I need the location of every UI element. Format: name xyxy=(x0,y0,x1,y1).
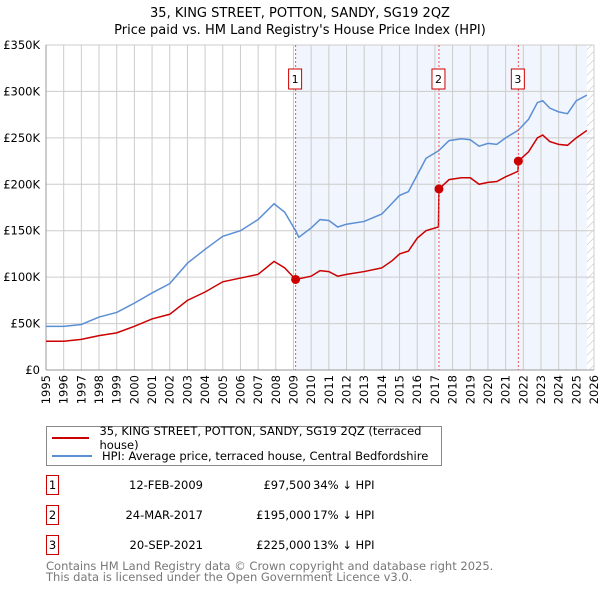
x-tick-label: 2010 xyxy=(304,375,318,404)
y-tick-label: £200K xyxy=(3,177,40,191)
sale-hpi-diff: 17% ↓ HPI xyxy=(313,508,375,522)
x-tick-label: 2015 xyxy=(393,375,407,404)
x-tick-label: 2006 xyxy=(233,375,247,404)
x-tick-label: 2017 xyxy=(428,375,442,404)
sale-price: £195,000 xyxy=(256,508,311,522)
sale-point xyxy=(434,184,444,194)
legend-item-hpi: HPI: Average price, terraced house, Cent… xyxy=(52,448,428,464)
x-tick-label: 2018 xyxy=(446,375,460,404)
legend-label: HPI: Average price, terraced house, Cent… xyxy=(102,449,429,463)
x-tick-label: 1995 xyxy=(39,375,53,404)
x-tick-label: 2024 xyxy=(552,375,566,404)
price-chart: £0 £50K £100K £150K £200K £250K £300K £350K 1995… xyxy=(3,38,600,404)
sale-row: 2 24-MAR-2017 £195,000 17% ↓ HPI xyxy=(46,505,446,527)
x-tick-label: 2005 xyxy=(216,375,230,404)
sale-point xyxy=(291,274,301,284)
sale-label: 1 xyxy=(292,73,299,86)
y-tick-label: £150K xyxy=(3,224,40,238)
sale-row: 1 12-FEB-2009 £97,500 34% ↓ HPI xyxy=(46,475,446,497)
sale-label-box xyxy=(510,68,525,90)
y-tick-label: £300K xyxy=(3,84,40,98)
sale-hpi-diff: 13% ↓ HPI xyxy=(313,538,375,552)
x-tick-label: 2001 xyxy=(145,375,159,404)
y-tick-label: £350K xyxy=(3,38,40,52)
sale-row: 3 20-SEP-2021 £225,000 13% ↓ HPI xyxy=(46,535,446,557)
x-tick-label: 1999 xyxy=(110,375,124,404)
x-tick-label: 2004 xyxy=(198,375,212,404)
x-tick-label: 2022 xyxy=(516,375,530,404)
x-tick-label: 2009 xyxy=(286,375,300,404)
x-tick-label: 2025 xyxy=(569,375,583,404)
x-tick-label: 2019 xyxy=(463,375,477,404)
x-tick-label: 2026 xyxy=(587,375,600,404)
x-tick-label: 2002 xyxy=(163,375,177,404)
price-paid-line xyxy=(46,129,588,342)
x-tick-label: 2021 xyxy=(499,375,513,404)
sale-date: 12-FEB-2009 xyxy=(129,478,203,492)
legend-swatch-blue xyxy=(52,455,92,457)
sale-label: 2 xyxy=(435,73,442,86)
sale-marker-box: 1 xyxy=(46,475,59,495)
chart-subtitle: Price paid vs. HM Land Registry's House … xyxy=(114,23,486,38)
y-tick-label: £250K xyxy=(3,131,40,145)
x-tick-label: 2011 xyxy=(322,375,336,404)
sale-date: 24-MAR-2017 xyxy=(125,508,203,522)
legend-label: 35, KING STREET, POTTON, SANDY, SG19 2QZ… xyxy=(99,424,422,452)
hpi-line xyxy=(46,94,588,328)
x-tick-label: 2023 xyxy=(534,375,548,404)
x-tick-label: 2000 xyxy=(127,375,141,404)
legend-item-property: 35, KING STREET, POTTON, SANDY, SG19 2QZ… xyxy=(52,424,441,452)
sale-price: £97,500 xyxy=(263,478,311,492)
x-tick-label: 2013 xyxy=(357,375,371,404)
sale-label: 3 xyxy=(514,73,521,86)
x-tick-label: 1996 xyxy=(57,375,71,404)
x-tick-label: 2014 xyxy=(375,375,389,404)
x-tick-label: 2012 xyxy=(340,375,354,404)
sale-price: £225,000 xyxy=(256,538,311,552)
y-tick-label: £50K xyxy=(11,317,41,331)
sale-hpi-diff: 34% ↓ HPI xyxy=(313,478,375,492)
x-tick-label: 2016 xyxy=(410,375,424,404)
sale-label-box xyxy=(431,68,446,90)
legend: 35, KING STREET, POTTON, SANDY, SG19 2QZ… xyxy=(46,424,442,466)
sale-point xyxy=(513,156,523,166)
x-tick-label: 2020 xyxy=(481,375,495,404)
footer-copyright: Contains HM Land Registry data © Crown c… xyxy=(46,559,494,573)
x-tick-label: 1997 xyxy=(74,375,88,404)
footer-licence: This data is licensed under the Open Gov… xyxy=(46,570,413,584)
y-tick-label: £0 xyxy=(25,363,40,377)
sale-marker-box: 3 xyxy=(46,535,59,555)
sale-date: 20-SEP-2021 xyxy=(129,538,203,552)
x-tick-label: 2008 xyxy=(269,375,283,404)
sale-label-box xyxy=(288,68,303,90)
x-tick-label: 1998 xyxy=(92,375,106,404)
sale-period-shading xyxy=(295,45,587,370)
y-tick-label: £100K xyxy=(3,270,40,284)
legend-swatch-red xyxy=(52,437,90,439)
future-hatch xyxy=(586,45,594,370)
x-tick-label: 2007 xyxy=(251,375,265,404)
sale-marker-box: 2 xyxy=(46,505,59,525)
x-tick-label: 2003 xyxy=(180,375,194,404)
chart-title: 35, KING STREET, POTTON, SANDY, SG19 2QZ xyxy=(150,6,450,21)
